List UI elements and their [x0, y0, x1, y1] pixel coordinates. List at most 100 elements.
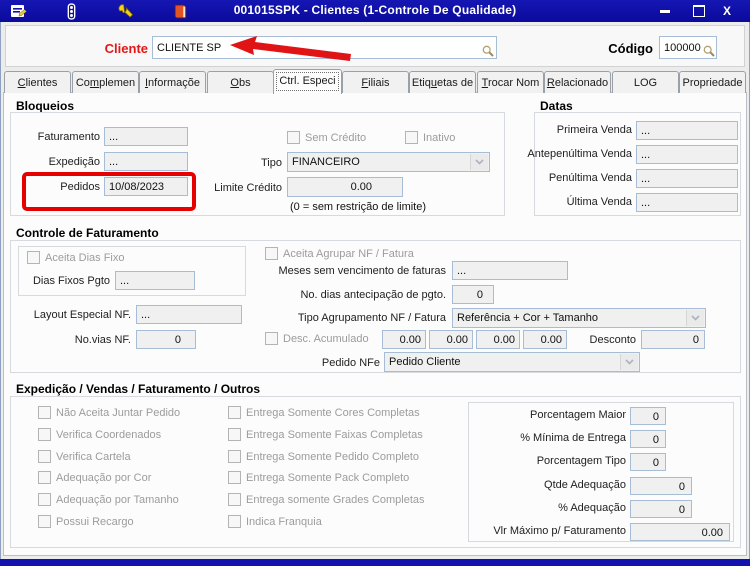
qtde-adequacao-input[interactable]: 0 [630, 477, 692, 495]
adequacao-por-cor-checkbox[interactable] [38, 471, 51, 484]
entrega-grades-completas-label: Entrega somente Grades Completas [246, 494, 425, 506]
dias-fixos-pgto-label: Dias Fixos Pgto [32, 275, 110, 287]
tab-etiquetas[interactable]: Etiquetas de [409, 71, 476, 93]
maximize-button[interactable] [686, 0, 712, 22]
entrega-cores-completas-label: Entrega Somente Cores Completas [246, 407, 420, 419]
inativo-label: Inativo [423, 132, 456, 144]
entrega-cores-completas-checkbox[interactable] [228, 406, 241, 419]
sem-credito-checkbox[interactable] [287, 131, 300, 144]
tab-complemento[interactable]: Complemen [72, 71, 139, 93]
tab-informacoes[interactable]: Informaçõe [139, 71, 206, 93]
aceita-agrupar-label: Aceita Agrupar NF / Fatura [283, 248, 414, 260]
nao-aceita-juntar-pedido-checkbox[interactable] [38, 406, 51, 419]
minimize-icon [660, 9, 670, 13]
possui-recargo-checkbox[interactable] [38, 515, 51, 528]
expedicao-label: Expedição [48, 156, 100, 168]
tab-propriedades[interactable]: Propriedade [679, 71, 746, 93]
datas-groupbox [534, 112, 741, 216]
minima-entrega-input[interactable]: 0 [630, 430, 666, 448]
chevron-down-icon[interactable] [686, 310, 704, 326]
entrega-pack-completo-checkbox[interactable] [228, 471, 241, 484]
adequacao-por-tamanho-checkbox[interactable] [38, 493, 51, 506]
layout-especial-nf-input[interactable]: ... [136, 305, 242, 324]
vlr-maximo-faturamento-label: Vlr Máximo p/ Faturamento [493, 525, 626, 537]
tipo-label: Tipo [261, 157, 282, 169]
expedicao-fields-subbox [468, 402, 734, 542]
primeira-venda-input[interactable]: ... [636, 121, 738, 140]
desc-acumulado-input-4[interactable]: 0.00 [523, 330, 567, 349]
wrench-icon[interactable] [118, 3, 135, 20]
tab-filiais[interactable]: Filiais [342, 71, 409, 93]
limite-credito-label: Limite Crédito [214, 182, 282, 194]
desc-acumulado-checkbox[interactable] [265, 332, 278, 345]
porcentagem-maior-input[interactable]: 0 [630, 407, 666, 425]
indica-franquia-checkbox[interactable] [228, 515, 241, 528]
entrega-grades-completas-checkbox[interactable] [228, 493, 241, 506]
tipo-value: FINANCEIRO [292, 156, 360, 168]
pct-adequacao-input[interactable]: 0 [630, 500, 692, 518]
pedidos-label: Pedidos [60, 181, 100, 193]
entrega-pedido-completo-label: Entrega Somente Pedido Completo [246, 451, 420, 463]
tipo-dropdown[interactable]: FINANCEIRO [287, 152, 490, 172]
desc-acumulado-input-2[interactable]: 0.00 [429, 330, 473, 349]
entrega-faixas-completas-checkbox[interactable] [228, 428, 241, 441]
entrega-pedido-completo-checkbox[interactable] [228, 450, 241, 463]
verifica-coordenados-checkbox[interactable] [38, 428, 51, 441]
minimize-button[interactable] [652, 0, 678, 22]
verifica-coordenados-label: Verifica Coordenados [56, 429, 162, 441]
limite-hint: (0 = sem restrição de limite) [290, 201, 427, 213]
meses-sem-vencimento-input[interactable]: ... [452, 261, 568, 280]
inativo-checkbox[interactable] [405, 131, 418, 144]
tab-clientes[interactable]: Clientes [4, 71, 71, 93]
dias-antecipacao-input[interactable]: 0 [452, 285, 494, 304]
cliente-value: CLIENTE SP [157, 42, 222, 54]
qtde-adequacao-label: Qtde Adequação [544, 479, 626, 491]
tab-ctrl-especial[interactable]: Ctrl. Especi [273, 69, 342, 94]
vlr-maximo-faturamento-input[interactable]: 0.00 [630, 523, 730, 541]
codigo-label: Código [608, 41, 653, 56]
window-frame-bottom [0, 559, 750, 566]
desconto-input[interactable]: 0 [641, 330, 705, 349]
entrega-faixas-completas-label: Entrega Somente Faixas Completas [246, 429, 423, 441]
porcentagem-tipo-input[interactable]: 0 [630, 453, 666, 471]
titlebar: 001015SPK - Clientes (1-Controle De Qual… [0, 0, 750, 22]
bloqueios-groupbox [10, 112, 505, 216]
codigo-lookup-magnifier-icon[interactable] [703, 45, 715, 57]
cliente-input[interactable]: CLIENTE SP [152, 36, 497, 59]
tab-log[interactable]: LOG [612, 71, 679, 93]
vias-nf-label: No.vias NF. [74, 334, 131, 346]
chevron-down-icon[interactable] [620, 354, 638, 370]
pedidos-input[interactable]: 10/08/2023 [104, 177, 188, 196]
layout-especial-nf-label: Layout Especial NF. [33, 309, 131, 321]
aceita-agrupar-checkbox[interactable] [265, 247, 278, 260]
form-icon[interactable] [10, 3, 27, 20]
book-icon[interactable] [172, 3, 189, 20]
traffic-light-icon[interactable] [63, 3, 80, 20]
cliente-lookup-magnifier-icon[interactable] [482, 45, 494, 57]
expedicao-input[interactable]: ... [104, 152, 188, 171]
vias-nf-input[interactable]: 0 [136, 330, 196, 349]
porcentagem-tipo-label: Porcentagem Tipo [536, 455, 626, 467]
verifica-cartela-checkbox[interactable] [38, 450, 51, 463]
tipo-agrupamento-dropdown[interactable]: Referência + Cor + Tamanho [452, 308, 706, 328]
tab-trocar-nome[interactable]: Trocar Nom [477, 71, 544, 93]
faturamento-input[interactable]: ... [104, 127, 188, 146]
expedicao-section-title: Expedição / Vendas / Faturamento / Outro… [16, 382, 261, 396]
desc-acumulado-input-1[interactable]: 0.00 [382, 330, 426, 349]
chevron-down-icon[interactable] [470, 154, 488, 170]
limite-credito-input[interactable]: 0.00 [287, 177, 403, 197]
ultima-venda-input[interactable]: ... [636, 193, 738, 212]
penultima-venda-input[interactable]: ... [636, 169, 738, 188]
dias-fixos-pgto-input[interactable]: ... [115, 271, 195, 290]
tab-obs[interactable]: Obs [207, 71, 274, 93]
tab-relacionado[interactable]: Relacionado [544, 71, 611, 93]
dias-antecipacao-label: No. dias antecipação de pgto. [300, 289, 446, 301]
desc-acumulado-input-3[interactable]: 0.00 [476, 330, 520, 349]
aceita-dias-fixo-checkbox[interactable] [27, 251, 40, 264]
meses-sem-vencimento-label: Meses sem vencimento de faturas [278, 265, 446, 277]
codigo-input[interactable]: 100000 [659, 36, 717, 59]
pedido-nfe-dropdown[interactable]: Pedido Cliente [384, 352, 640, 372]
antepenultima-venda-input[interactable]: ... [636, 145, 738, 164]
close-button[interactable]: X [722, 4, 731, 18]
